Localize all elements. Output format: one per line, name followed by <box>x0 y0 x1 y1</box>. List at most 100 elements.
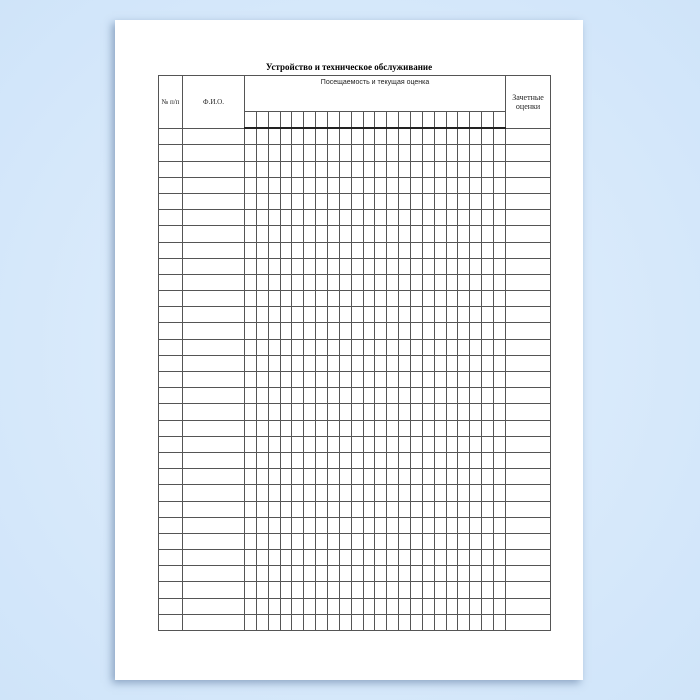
attendance-cell <box>291 484 305 502</box>
attendance-cell <box>244 144 257 162</box>
attendance-cell <box>386 225 400 243</box>
attendance-cell <box>362 565 376 583</box>
attendance-cell <box>267 322 281 340</box>
attendance-cell <box>374 176 388 194</box>
attendance-cell <box>327 209 340 227</box>
attendance-cell <box>327 468 340 486</box>
attendance-date-cell <box>303 111 317 130</box>
attendance-cell <box>255 468 269 486</box>
number-cell <box>158 484 183 502</box>
attendance-cell <box>279 192 293 211</box>
name-cell <box>182 241 245 259</box>
attendance-cell <box>421 403 435 421</box>
attendance-cell <box>279 484 293 502</box>
attendance-cell <box>255 127 269 146</box>
attendance-cell <box>493 484 507 502</box>
attendance-cell <box>445 144 459 162</box>
attendance-cell <box>327 613 340 632</box>
table-row <box>158 516 552 534</box>
attendance-cell <box>315 500 329 518</box>
attendance-cell <box>398 338 412 356</box>
attendance-cell <box>244 516 257 534</box>
attendance-cell <box>493 468 507 486</box>
grade-cell <box>505 500 552 518</box>
grade-cell <box>505 322 552 340</box>
attendance-cell <box>327 565 340 583</box>
attendance-cell <box>410 192 423 211</box>
attendance-cell <box>338 257 352 275</box>
attendance-cell <box>433 516 447 534</box>
attendance-cell <box>350 273 364 292</box>
attendance-cell <box>398 209 412 227</box>
attendance-cell <box>469 322 483 340</box>
attendance-cell <box>493 451 507 470</box>
attendance-cell <box>421 322 435 340</box>
number-cell <box>158 290 183 308</box>
attendance-cell <box>398 484 412 502</box>
attendance-cell <box>469 549 483 567</box>
attendance-cell <box>374 354 388 373</box>
grade-cell <box>505 290 552 308</box>
attendance-cell <box>291 127 305 146</box>
attendance-cell <box>398 581 412 599</box>
attendance-cell <box>291 160 305 178</box>
attendance-cell <box>433 549 447 567</box>
table-row <box>158 532 552 551</box>
number-cell <box>158 468 183 486</box>
attendance-cell <box>421 549 435 567</box>
table-row <box>158 176 552 194</box>
attendance-cell <box>244 549 257 567</box>
attendance-cell <box>303 419 317 437</box>
attendance-cell <box>421 516 435 534</box>
attendance-cell <box>481 225 495 243</box>
attendance-cell <box>481 581 495 599</box>
attendance-cell <box>421 435 435 453</box>
attendance-cell <box>350 565 364 583</box>
attendance-cell <box>433 451 447 470</box>
header-attendance: Посещаемость и текущая оценка <box>243 75 507 112</box>
attendance-cell <box>327 160 340 178</box>
attendance-cell <box>362 532 376 551</box>
attendance-cell <box>398 127 412 146</box>
attendance-cell <box>327 144 340 162</box>
attendance-cell <box>493 549 507 567</box>
table-row <box>158 403 552 421</box>
number-cell <box>158 176 183 194</box>
attendance-cell <box>481 209 495 227</box>
attendance-cell <box>398 549 412 567</box>
attendance-cell <box>303 581 317 599</box>
attendance-cell <box>291 241 305 259</box>
attendance-cell <box>291 597 305 615</box>
attendance-cell <box>315 532 329 551</box>
attendance-cell <box>421 144 435 162</box>
attendance-cell <box>410 516 423 534</box>
attendance-date-cell <box>433 111 447 130</box>
attendance-cell <box>481 532 495 551</box>
attendance-cell <box>481 613 495 632</box>
attendance-cell <box>338 290 352 308</box>
number-cell <box>158 403 183 421</box>
attendance-cell <box>255 209 269 227</box>
name-cell <box>182 581 245 599</box>
attendance-cell <box>481 127 495 146</box>
table-row <box>158 613 552 632</box>
table-row <box>158 451 552 470</box>
name-cell <box>182 306 245 324</box>
attendance-cell <box>433 290 447 308</box>
attendance-cell <box>315 419 329 437</box>
attendance-cell <box>315 549 329 567</box>
attendance-cell <box>350 419 364 437</box>
attendance-cell <box>493 160 507 178</box>
attendance-cell <box>303 338 317 356</box>
attendance-cell <box>469 516 483 534</box>
attendance-cell <box>469 500 483 518</box>
attendance-cell <box>493 225 507 243</box>
name-cell <box>182 144 245 162</box>
attendance-cell <box>362 322 376 340</box>
attendance-cell <box>267 500 281 518</box>
table-row <box>158 565 552 583</box>
attendance-cell <box>327 257 340 275</box>
attendance-cell <box>362 403 376 421</box>
name-cell <box>182 290 245 308</box>
attendance-cell <box>493 565 507 583</box>
